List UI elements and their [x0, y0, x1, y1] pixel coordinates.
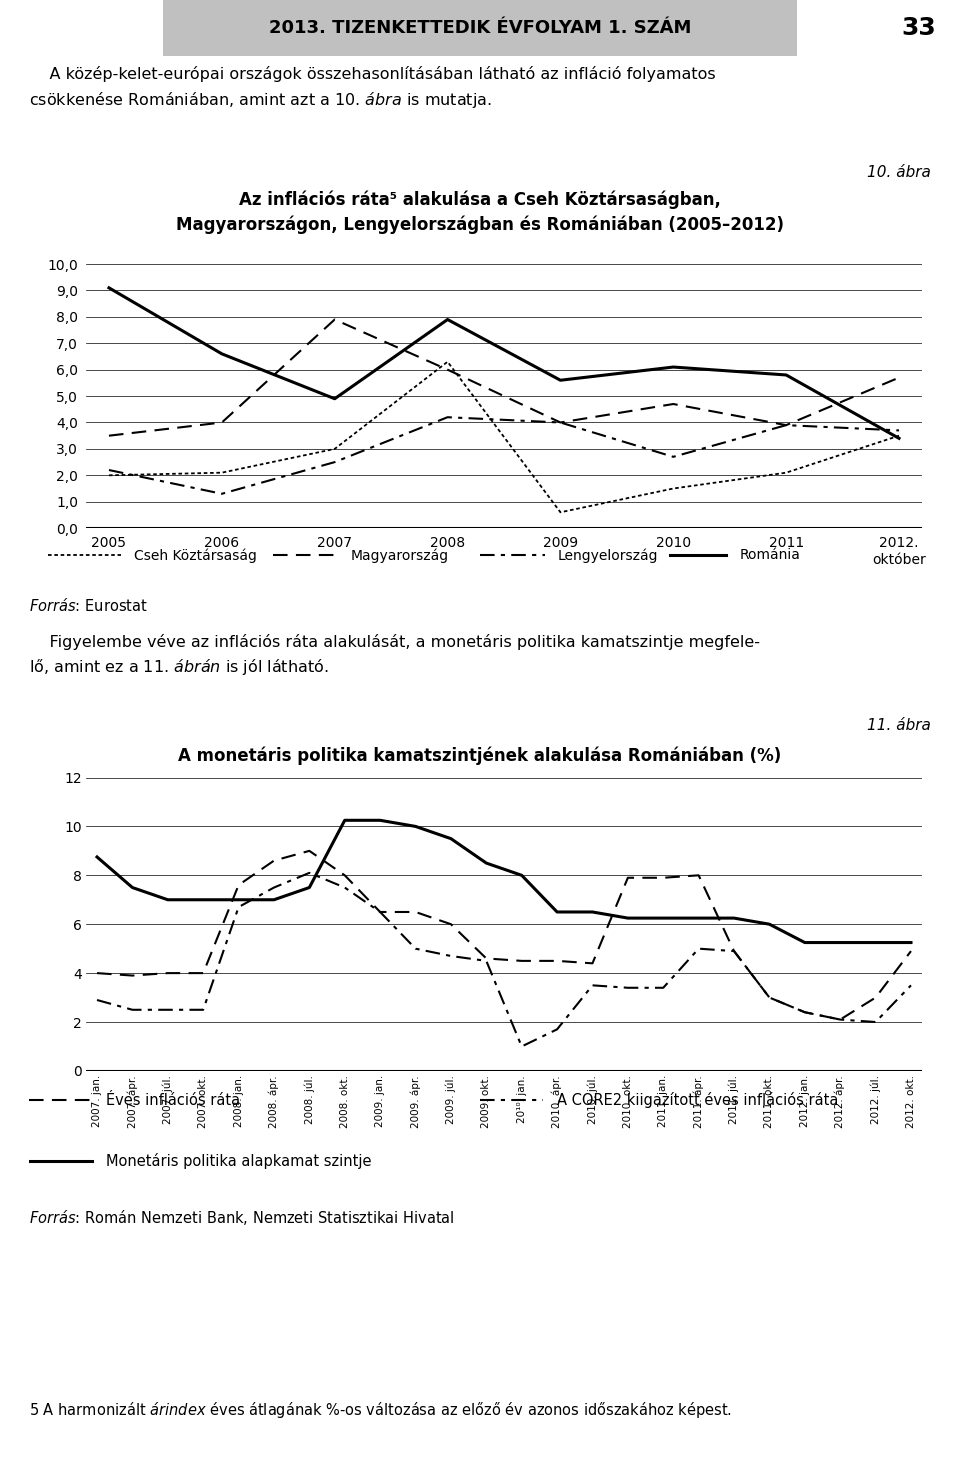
Text: Az inflációs ráta⁵ alakulása a Cseh Köztársaságban,
Magyarországon, Lengyelorszá: Az inflációs ráta⁵ alakulása a Cseh Közt…: [176, 191, 784, 233]
Text: 33: 33: [901, 16, 936, 40]
Text: $\mathit{Forrás}$: Román Nemzeti Bank, Nemzeti Statisztikai Hivatal: $\mathit{Forrás}$: Román Nemzeti Bank, N…: [29, 1209, 454, 1226]
Text: A közép-kelet-európai országok összehasonlításában látható az infláció folyamato: A közép-kelet-európai országok összehaso…: [29, 66, 715, 110]
Text: Monetáris politika alapkamat szintje: Monetáris politika alapkamat szintje: [106, 1153, 371, 1169]
Text: 11. ábra: 11. ábra: [867, 719, 931, 734]
Text: $\mathit{Forrás}$: Eurostat: $\mathit{Forrás}$: Eurostat: [29, 597, 148, 615]
Text: Cseh Köztársaság: Cseh Köztársaság: [134, 549, 257, 562]
Text: A CORE2 kiigazított éves inflációs ráta: A CORE2 kiigazított éves inflációs ráta: [557, 1093, 838, 1108]
Text: Magyarország: Magyarország: [350, 549, 448, 562]
Text: A monetáris politika kamatszintjének alakulása Romániában (%): A monetáris politika kamatszintjének ala…: [179, 747, 781, 764]
Text: Románia: Románia: [739, 549, 800, 562]
Text: Éves inflációs ráta: Éves inflációs ráta: [106, 1093, 240, 1108]
Text: 2013. TIZENKETTEDIK ÉVFOLYAM 1. SZÁM: 2013. TIZENKETTEDIK ÉVFOLYAM 1. SZÁM: [269, 19, 691, 37]
Text: Figyelembe véve az inflációs ráta alakulását, a monetáris politika kamatszintje : Figyelembe véve az inflációs ráta alakul…: [29, 634, 759, 678]
Bar: [163, 0, 797, 56]
Text: 10. ábra: 10. ábra: [867, 164, 931, 180]
Text: Lengyelország: Lengyelország: [558, 549, 659, 562]
Text: 5 A harmonizált $\mathit{árindex}$ éves átlagának %-os változása az előző év azo: 5 A harmonizált $\mathit{árindex}$ éves …: [29, 1400, 732, 1420]
